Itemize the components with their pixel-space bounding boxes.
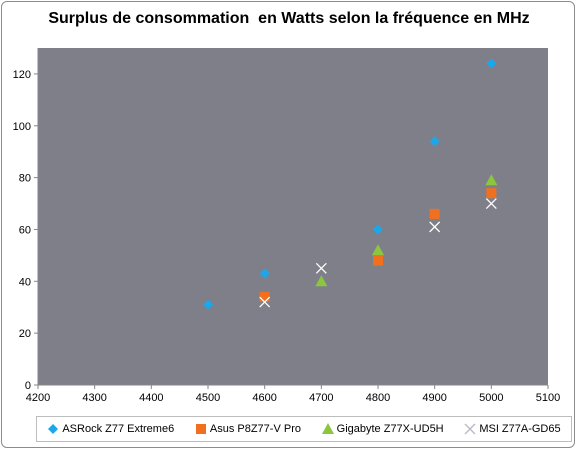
y-tick-label: 20 — [19, 328, 31, 340]
x-tick-label: 4200 — [26, 392, 50, 404]
legend-marker-icon — [48, 424, 59, 434]
legend-item-series-3: Gigabyte Z77X-UD5H — [321, 423, 444, 435]
y-tick-label: 120 — [13, 69, 31, 81]
legend: ASRock Z77 Extreme6 Asus P8Z77-V Pro Gigab… — [36, 416, 572, 442]
legend-marker — [321, 423, 334, 434]
data-point-series-4 — [315, 262, 327, 274]
data-point-series-1 — [373, 224, 383, 235]
data-point-series-3 — [372, 244, 384, 256]
x-tick-label: 4500 — [196, 392, 220, 404]
data-point-series-2 — [429, 208, 440, 219]
y-tick-label: 40 — [19, 276, 31, 288]
data-point-series-2 — [486, 188, 497, 199]
legend-marker — [48, 424, 59, 434]
legend-label: Gigabyte Z77X-UD5H — [336, 423, 444, 435]
data-point-series-1 — [259, 268, 270, 279]
data-point-series-3 — [485, 174, 498, 186]
data-point-series-4 — [485, 198, 497, 209]
x-tick-label: 4700 — [309, 392, 333, 404]
data-point-series-2 — [259, 291, 270, 302]
data-point-series-1 — [203, 299, 213, 310]
legend-item-series-1: ASRock Z77 Extreme6 — [47, 423, 174, 435]
x-tick-label: 4900 — [422, 392, 446, 404]
y-tick-label: 80 — [19, 173, 31, 185]
data-point-series-4 — [429, 221, 441, 233]
legend-marker — [195, 424, 206, 434]
data-point-series-1 — [486, 58, 497, 69]
x-tick-label: 4400 — [139, 392, 163, 404]
y-tick-label: 0 — [25, 380, 31, 392]
data-point-series-1 — [429, 136, 440, 147]
y-tick-label: 60 — [19, 224, 31, 236]
legend-marker — [464, 423, 476, 435]
y-tick-label: 100 — [13, 121, 31, 133]
legend-marker-icon — [321, 423, 334, 434]
legend-label: Asus P8Z77-V Pro — [209, 423, 301, 435]
plot-area — [38, 48, 548, 385]
legend-label: ASRock Z77 Extreme6 — [62, 423, 175, 435]
x-tick-label: 5000 — [479, 392, 503, 404]
legend-item-series-4: MSI Z77A-GD65 — [464, 423, 561, 435]
legend-item-series-2: Asus P8Z77-V Pro — [195, 423, 301, 435]
x-tick-label: 4800 — [366, 392, 390, 404]
x-tick-label: 4300 — [82, 392, 106, 404]
legend-marker-icon — [464, 423, 476, 435]
legend-marker-icon — [195, 424, 206, 434]
data-point-series-4 — [259, 296, 271, 308]
data-point-series-3 — [315, 275, 328, 287]
chart-title: Surplus de consommation en Watts selon l… — [48, 10, 530, 27]
data-point-series-2 — [373, 255, 383, 266]
x-tick-label: 4600 — [252, 392, 276, 404]
legend-label: MSI Z77A-GD65 — [479, 423, 561, 435]
x-tick-label: 5100 — [536, 392, 560, 404]
